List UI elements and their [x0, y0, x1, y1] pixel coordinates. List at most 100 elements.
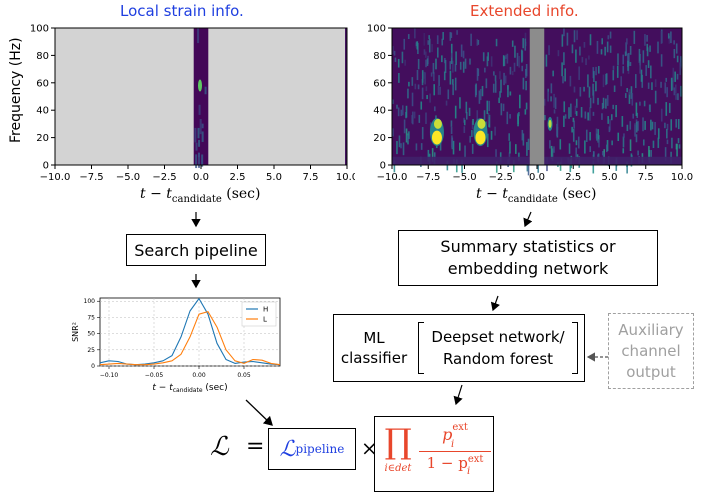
y-tick-label: 80	[36, 51, 49, 62]
aux-line-1: Auxiliary	[618, 320, 684, 339]
extended-info-title: Extended info.	[470, 2, 579, 20]
x-tick-label: −5.0	[116, 172, 140, 183]
snr-legend-label: L	[263, 316, 267, 324]
ml-line-2: classifier	[340, 349, 408, 367]
x-tick-label: −5.0	[452, 172, 476, 183]
deepset-line-1: Deepset network/	[431, 328, 565, 346]
pipeline-sub: pipeline	[295, 442, 345, 456]
x-tick-label: 7.5	[638, 172, 654, 183]
xlabel-sub: candidate	[171, 193, 222, 205]
num-sub: i	[451, 439, 455, 450]
snr-x-tick: −0.05	[145, 372, 164, 379]
ml-classifier-box: ML classifier Deepset network/ Random fo…	[333, 314, 585, 382]
x-tick-label: −2.5	[489, 172, 513, 183]
x-tick-label: 2.5	[565, 172, 581, 183]
y-tick-label: 20	[373, 133, 386, 144]
pipeline-L: ℒ	[279, 436, 296, 462]
aux-line-2: channel	[621, 341, 681, 360]
likelihood-symbol: ℒ	[210, 432, 229, 462]
y-tick-label: 40	[36, 106, 49, 117]
y-tick-label: 60	[373, 78, 386, 89]
x-tick-label: −2.5	[152, 172, 176, 183]
snr-series-L	[99, 311, 281, 366]
snr-x-tick: 0.00	[192, 372, 206, 379]
snr-plot: −0.10 −0.05 0.00 0.05 0 25 50 75 100 HL SNR² t − tc…	[71, 297, 281, 394]
den-sup: ext	[467, 454, 484, 465]
y-tick-label: 100	[367, 24, 386, 35]
deepset-line-2: Random forest	[442, 350, 554, 368]
y-tick-label: 40	[373, 106, 386, 117]
x-tick-label: 5.0	[266, 172, 282, 183]
y-tick-label: 60	[36, 78, 49, 89]
x-tick-label: 5.0	[602, 172, 618, 183]
snr-y-tick: 0	[91, 363, 95, 370]
xlabel-main: t − t	[140, 186, 172, 202]
y-tick-label: 80	[373, 51, 386, 62]
xlabel-sub-right: candidate	[507, 193, 558, 205]
extended-spectrogram: −10.0 −7.5 −5.0 −2.5 0.0 2.5 5.0 7.5 10.0 0 20 40 60…	[367, 24, 693, 184]
local-strain-title: Local strain info.	[120, 2, 244, 20]
right-time-axis-label: t − tcandidate (sec)	[476, 186, 596, 205]
y-tick-label: 100	[30, 24, 49, 35]
prod-symbol: ∏	[384, 422, 412, 462]
snr-y-tick: 100	[84, 298, 96, 305]
xlabel-unit: (sec)	[226, 186, 261, 202]
snr-xlabel: t − tcandidate (sec)	[152, 383, 227, 394]
auxiliary-channel-box: Auxiliary channel output	[608, 313, 694, 389]
y-tick-label: 0	[43, 161, 49, 172]
x-tick-label: 0.0	[529, 172, 545, 183]
fraction: pext i 1 − pext i	[419, 421, 491, 477]
extended-product-box: ∏ i∈det pext i 1 − pext i	[374, 416, 494, 492]
snr-y-tick: 50	[87, 331, 95, 338]
local-strain-spectrogram: −10.0 −7.5 −5.0 −2.5 0.0 2.5 5.0 7.5 10.0 0 20 40 60…	[30, 24, 355, 184]
data-window	[193, 28, 209, 165]
summary-statistics-box: Summary statistics or embedding network	[398, 230, 658, 286]
snr-y-tick: 25	[87, 347, 95, 354]
aux-line-3: output	[626, 362, 676, 381]
masked-window	[529, 28, 545, 165]
y-tick-label: 0	[380, 161, 386, 172]
num-p: p	[442, 425, 453, 444]
product-operator: ∏ i∈det	[381, 423, 415, 474]
x-tick-label: 10.0	[671, 172, 693, 183]
x-tick-label: 2.5	[230, 172, 246, 183]
times-sign: ×	[361, 436, 378, 460]
snr-y-tick: 75	[87, 314, 95, 321]
arrow-summary-to-ml	[490, 295, 500, 312]
search-pipeline-label: Search pipeline	[134, 240, 258, 260]
deepset-bracket: Deepset network/ Random forest	[418, 322, 578, 374]
summary-line-2: embedding network	[447, 259, 609, 278]
snr-x-tick: −0.10	[100, 372, 119, 379]
ml-line-1: ML	[363, 329, 385, 347]
den-prefix: 1 − p	[426, 454, 468, 472]
equals-sign: =	[246, 434, 265, 459]
snr-ylabel: SNR²	[71, 322, 80, 342]
xlabel-unit-right: (sec)	[562, 186, 597, 202]
arrow-spec-to-summary	[523, 211, 533, 228]
fraction-numerator: pext i	[419, 421, 491, 450]
x-tick-label: 10.0	[336, 172, 355, 183]
summary-line-1: Summary statistics or	[440, 237, 616, 256]
snr-legend: HL	[241, 301, 277, 327]
prod-subscript: i∈det	[384, 463, 412, 474]
snr-x-tick: 0.05	[237, 372, 251, 379]
x-tick-label: 0.0	[193, 172, 209, 183]
x-tick-label: −10.0	[377, 172, 408, 183]
arrow-snr-to-formula	[245, 399, 273, 426]
fraction-denominator: 1 − pext i	[419, 454, 491, 477]
snr-legend-label: H	[263, 306, 268, 314]
num-sup: ext	[452, 421, 468, 433]
glitch-feature	[198, 79, 202, 92]
x-tick-label: −7.5	[416, 172, 440, 183]
x-tick-label: 7.5	[303, 172, 319, 183]
x-tick-label: −10.0	[40, 172, 71, 183]
den-sub: i	[467, 466, 471, 477]
arrow-ml-to-formula	[453, 384, 463, 406]
y-tick-label: 20	[36, 133, 49, 144]
search-pipeline-box: Search pipeline	[126, 234, 266, 266]
xlabel-main-right: t − t	[476, 186, 508, 202]
x-tick-label: −7.5	[79, 172, 103, 183]
